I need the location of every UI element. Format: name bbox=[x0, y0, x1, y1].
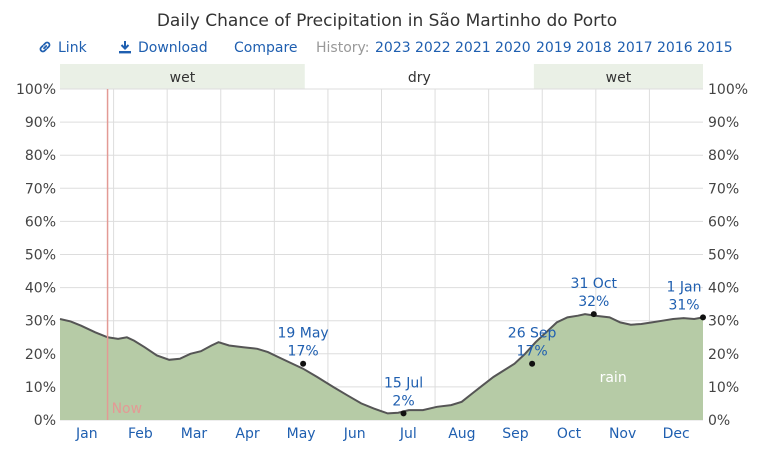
annotation-date: 19 May bbox=[277, 326, 328, 342]
y-tick-label-right: 80% bbox=[708, 148, 739, 164]
history-year-2018[interactable]: 2018 bbox=[576, 40, 612, 56]
chart-title: Daily Chance of Precipitation in São Mar… bbox=[156, 11, 618, 31]
y-tick-label-left: 10% bbox=[25, 380, 56, 396]
x-month-label-aug: Aug bbox=[448, 426, 475, 442]
annotation-value: 32% bbox=[578, 294, 609, 310]
y-tick-label-left: 20% bbox=[25, 347, 56, 363]
annotation-value: 31% bbox=[668, 297, 699, 313]
history-year-2015[interactable]: 2015 bbox=[697, 40, 733, 56]
y-tick-label-right: 90% bbox=[708, 115, 739, 131]
series-line-rain bbox=[59, 313, 704, 415]
y-tick-label-right: 30% bbox=[708, 314, 739, 330]
annotation-date: 31 Oct bbox=[571, 276, 618, 292]
download-label: Download bbox=[138, 40, 208, 56]
toolbar: Link Download Compare History: 2023 2022… bbox=[0, 40, 774, 60]
compare-button[interactable]: Compare bbox=[234, 40, 298, 56]
y-tick-label-left: 60% bbox=[25, 214, 56, 230]
annotation-value: 17% bbox=[288, 344, 319, 360]
y-tick-label-left: 90% bbox=[25, 115, 56, 131]
annotation-date: 15 Jul bbox=[384, 375, 423, 391]
y-tick-label-left: 100% bbox=[16, 82, 56, 98]
history-year-2020[interactable]: 2020 bbox=[495, 40, 531, 56]
annotation-value: 17% bbox=[517, 344, 548, 360]
y-tick-label-right: 60% bbox=[708, 214, 739, 230]
annotation-date: 1 Jan bbox=[667, 279, 702, 295]
season-band-wet bbox=[533, 64, 703, 89]
annotation-point bbox=[400, 410, 407, 417]
season-label-wet: wet bbox=[170, 70, 196, 86]
x-month-label-dec: Dec bbox=[663, 426, 690, 442]
download-icon bbox=[119, 41, 131, 54]
x-month-label-jan: Jan bbox=[75, 426, 98, 442]
history-year-2021[interactable]: 2021 bbox=[455, 40, 491, 56]
x-month-label-mar: Mar bbox=[181, 426, 208, 442]
link-icon bbox=[39, 41, 51, 53]
annotation-date: 26 Sep bbox=[508, 326, 557, 342]
x-month-label-feb: Feb bbox=[128, 426, 153, 442]
y-tick-label-left: 70% bbox=[25, 181, 56, 197]
history-year-2022[interactable]: 2022 bbox=[415, 40, 451, 56]
x-month-label-nov: Nov bbox=[609, 426, 636, 442]
series-label-rain: rain bbox=[600, 370, 627, 386]
x-month-label-oct: Oct bbox=[557, 426, 582, 442]
season-band-wet bbox=[60, 64, 305, 89]
y-tick-label-right: 100% bbox=[708, 82, 748, 98]
season-label-dry: dry bbox=[408, 70, 431, 86]
annotation-value: 2% bbox=[392, 393, 414, 409]
annotation-point bbox=[590, 311, 597, 318]
x-month-label-apr: Apr bbox=[235, 426, 259, 442]
y-tick-label-right: 40% bbox=[708, 281, 739, 297]
history-year-2019[interactable]: 2019 bbox=[536, 40, 572, 56]
link-button[interactable]: Link bbox=[38, 40, 87, 56]
history-label: History: bbox=[316, 40, 370, 56]
y-tick-label-right: 50% bbox=[708, 248, 739, 264]
annotation-point bbox=[700, 314, 706, 321]
download-button[interactable]: Download bbox=[118, 40, 208, 56]
x-month-label-may: May bbox=[287, 426, 316, 442]
annotation-point bbox=[300, 360, 307, 367]
link-label: Link bbox=[58, 40, 87, 56]
y-tick-label-left: 40% bbox=[25, 281, 56, 297]
history-year-2017[interactable]: 2017 bbox=[617, 40, 653, 56]
now-label: Now bbox=[112, 401, 143, 417]
x-month-label-jun: Jun bbox=[343, 426, 366, 442]
annotation-point bbox=[529, 360, 536, 367]
series-area-rain bbox=[60, 314, 703, 420]
y-tick-label-left: 50% bbox=[25, 248, 56, 264]
x-month-label-jul: Jul bbox=[399, 426, 417, 442]
y-tick-label-right: 0% bbox=[708, 413, 730, 429]
season-label-wet: wet bbox=[606, 70, 632, 86]
y-tick-label-right: 10% bbox=[708, 380, 739, 396]
history-year-2023[interactable]: 2023 bbox=[375, 40, 411, 56]
history-year-2016[interactable]: 2016 bbox=[657, 40, 693, 56]
y-tick-label-left: 80% bbox=[25, 148, 56, 164]
y-tick-label-left: 0% bbox=[34, 413, 56, 429]
y-tick-label-right: 20% bbox=[708, 347, 739, 363]
x-month-label-sep: Sep bbox=[502, 426, 529, 442]
y-tick-label-left: 30% bbox=[25, 314, 56, 330]
y-tick-label-right: 70% bbox=[708, 181, 739, 197]
season-band-dry bbox=[304, 64, 534, 89]
